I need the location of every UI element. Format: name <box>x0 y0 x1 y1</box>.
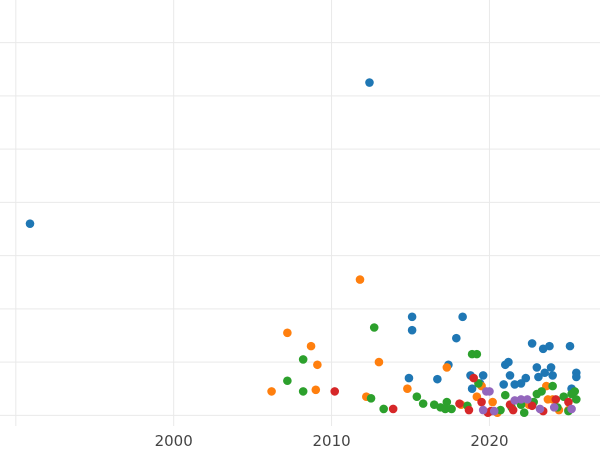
data-point <box>564 397 573 407</box>
data-point <box>572 372 581 382</box>
points-layer <box>25 78 581 417</box>
data-point <box>298 355 308 364</box>
x-tick-labels: 2000 2010 2020 <box>155 432 509 450</box>
data-point <box>485 387 494 396</box>
data-point <box>464 405 474 415</box>
data-point <box>374 357 384 367</box>
data-point <box>567 404 576 414</box>
data-point <box>407 325 417 335</box>
data-point <box>519 408 529 417</box>
data-point <box>504 357 513 367</box>
data-point <box>388 404 398 414</box>
data-point <box>366 394 376 403</box>
data-point <box>418 399 428 408</box>
data-point <box>355 275 365 284</box>
data-point <box>488 397 497 407</box>
data-point <box>452 333 461 343</box>
data-point <box>523 395 532 404</box>
data-point <box>527 339 537 348</box>
data-point <box>508 405 518 415</box>
data-point <box>440 404 450 414</box>
data-point <box>407 312 417 322</box>
data-point <box>311 385 321 395</box>
data-point <box>527 401 537 411</box>
data-point <box>306 341 316 351</box>
data-point <box>535 404 545 414</box>
data-point <box>472 349 482 359</box>
data-point <box>313 360 322 370</box>
data-point <box>283 376 292 386</box>
data-point <box>403 384 412 394</box>
data-point <box>365 78 374 87</box>
data-point <box>565 341 575 351</box>
grid-layer <box>0 0 600 426</box>
data-point <box>404 373 414 383</box>
data-point <box>521 373 531 383</box>
data-point <box>537 387 546 396</box>
data-point <box>467 384 477 394</box>
data-point <box>267 387 276 396</box>
data-point <box>283 328 292 338</box>
data-point <box>496 405 505 415</box>
x-tick-label: 2010 <box>312 432 350 450</box>
data-point <box>540 368 550 378</box>
data-point <box>489 406 499 416</box>
data-point <box>478 405 488 415</box>
data-point <box>570 387 580 396</box>
data-point <box>510 380 520 389</box>
data-point <box>548 381 557 391</box>
data-point <box>447 404 456 414</box>
data-point <box>532 363 542 372</box>
data-point <box>551 395 561 404</box>
data-point <box>433 374 442 384</box>
data-point <box>505 371 515 380</box>
data-point <box>298 387 308 396</box>
x-tick-label: 2020 <box>470 432 508 450</box>
data-point <box>510 396 520 405</box>
data-point <box>572 395 581 404</box>
data-point <box>499 380 508 389</box>
data-point <box>369 323 379 332</box>
data-point <box>455 399 464 408</box>
data-point <box>549 403 559 412</box>
data-point <box>379 404 388 414</box>
x-tick-label: 2000 <box>155 432 193 450</box>
data-point <box>458 312 467 322</box>
data-point <box>25 219 35 228</box>
data-point <box>442 397 452 407</box>
data-point <box>516 395 526 404</box>
data-point <box>477 397 486 407</box>
data-point <box>500 390 510 400</box>
data-point <box>330 387 340 396</box>
data-point <box>546 363 556 372</box>
data-point <box>534 372 543 382</box>
data-point <box>469 373 478 383</box>
data-point <box>442 363 452 372</box>
data-point <box>548 371 557 380</box>
data-point <box>478 371 488 380</box>
data-point <box>545 341 554 351</box>
data-point <box>412 392 422 402</box>
